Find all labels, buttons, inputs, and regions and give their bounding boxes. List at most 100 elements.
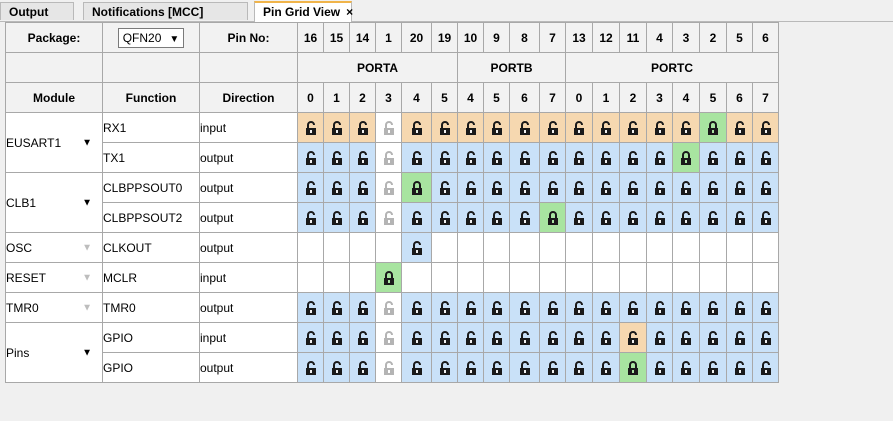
pin-cell[interactable] xyxy=(457,322,484,353)
pin-cell[interactable] xyxy=(752,202,779,233)
pin-cell[interactable] xyxy=(375,322,402,353)
pin-cell[interactable] xyxy=(297,322,324,353)
pin-cell[interactable] xyxy=(592,142,620,173)
pin-cell[interactable] xyxy=(323,112,350,143)
pin-cell[interactable] xyxy=(431,202,458,233)
package-select[interactable]: QFN20 ▼ xyxy=(117,27,185,48)
pin-cell[interactable] xyxy=(726,352,753,383)
pin-cell[interactable] xyxy=(509,322,540,353)
pin-cell[interactable] xyxy=(592,322,620,353)
pin-cell[interactable] xyxy=(592,172,620,203)
pin-cell[interactable] xyxy=(297,142,324,173)
pin-cell[interactable] xyxy=(752,292,779,323)
pin-cell[interactable] xyxy=(565,172,593,203)
pin-cell[interactable] xyxy=(752,352,779,383)
pin-cell[interactable] xyxy=(349,352,376,383)
close-icon[interactable]: × xyxy=(346,5,354,19)
pin-cell[interactable] xyxy=(592,292,620,323)
pin-cell[interactable] xyxy=(401,172,432,203)
pin-cell[interactable] xyxy=(539,172,566,203)
chevron-down-icon[interactable]: ▼ xyxy=(82,347,92,358)
pin-cell[interactable] xyxy=(646,202,673,233)
pin-cell[interactable] xyxy=(592,202,620,233)
pin-cell[interactable] xyxy=(323,322,350,353)
pin-cell[interactable] xyxy=(672,322,700,353)
pin-cell[interactable] xyxy=(375,352,402,383)
pin-cell[interactable] xyxy=(375,262,402,293)
pin-cell[interactable] xyxy=(726,112,753,143)
pin-cell[interactable] xyxy=(349,292,376,323)
pin-cell[interactable] xyxy=(539,322,566,353)
pin-cell[interactable] xyxy=(726,322,753,353)
pin-cell[interactable] xyxy=(375,202,402,233)
pin-cell[interactable] xyxy=(726,142,753,173)
pin-cell[interactable] xyxy=(619,142,647,173)
pin-cell[interactable] xyxy=(592,352,620,383)
pin-cell[interactable] xyxy=(323,292,350,323)
pin-cell[interactable] xyxy=(483,292,510,323)
pin-cell[interactable] xyxy=(323,172,350,203)
chevron-down-icon[interactable]: ▼ xyxy=(82,242,92,253)
pin-cell[interactable] xyxy=(619,172,647,203)
pin-cell[interactable] xyxy=(699,322,727,353)
pin-cell[interactable] xyxy=(431,142,458,173)
pin-cell[interactable] xyxy=(509,292,540,323)
tab-output[interactable]: Output xyxy=(0,2,74,20)
module-cell[interactable]: EUSART1 ▼ xyxy=(5,112,103,173)
pin-cell[interactable] xyxy=(401,352,432,383)
chevron-down-icon[interactable]: ▼ xyxy=(82,197,92,208)
pin-cell[interactable] xyxy=(375,172,402,203)
pin-cell[interactable] xyxy=(699,142,727,173)
module-cell[interactable]: OSC ▼ xyxy=(5,232,103,263)
pin-cell[interactable] xyxy=(401,292,432,323)
pin-cell[interactable] xyxy=(323,142,350,173)
pin-cell[interactable] xyxy=(646,142,673,173)
pin-cell[interactable] xyxy=(401,232,432,263)
pin-cell[interactable] xyxy=(375,292,402,323)
pin-cell[interactable] xyxy=(457,142,484,173)
pin-cell[interactable] xyxy=(349,322,376,353)
pin-cell[interactable] xyxy=(619,292,647,323)
pin-cell[interactable] xyxy=(672,352,700,383)
pin-cell[interactable] xyxy=(375,142,402,173)
pin-cell[interactable] xyxy=(592,112,620,143)
pin-cell[interactable] xyxy=(457,292,484,323)
pin-cell[interactable] xyxy=(619,112,647,143)
pin-cell[interactable] xyxy=(401,322,432,353)
module-cell[interactable]: TMR0 ▼ xyxy=(5,292,103,323)
pin-cell[interactable] xyxy=(539,352,566,383)
pin-cell[interactable] xyxy=(646,112,673,143)
pin-cell[interactable] xyxy=(726,172,753,203)
pin-cell[interactable] xyxy=(672,142,700,173)
pin-cell[interactable] xyxy=(539,202,566,233)
pin-cell[interactable] xyxy=(509,142,540,173)
pin-cell[interactable] xyxy=(297,352,324,383)
pin-cell[interactable] xyxy=(401,202,432,233)
tab-notifications-mcc[interactable]: Notifications [MCC] xyxy=(83,2,248,20)
pin-cell[interactable] xyxy=(509,352,540,383)
pin-cell[interactable] xyxy=(297,172,324,203)
pin-cell[interactable] xyxy=(646,292,673,323)
pin-cell[interactable] xyxy=(457,112,484,143)
pin-cell[interactable] xyxy=(539,112,566,143)
pin-cell[interactable] xyxy=(699,172,727,203)
pin-cell[interactable] xyxy=(646,322,673,353)
pin-cell[interactable] xyxy=(672,202,700,233)
pin-cell[interactable] xyxy=(752,112,779,143)
pin-cell[interactable] xyxy=(699,352,727,383)
pin-cell[interactable] xyxy=(619,322,647,353)
pin-cell[interactable] xyxy=(726,292,753,323)
pin-cell[interactable] xyxy=(619,352,647,383)
module-cell[interactable]: RESET ▼ xyxy=(5,262,103,293)
pin-cell[interactable] xyxy=(457,202,484,233)
pin-cell[interactable] xyxy=(483,322,510,353)
pin-cell[interactable] xyxy=(323,352,350,383)
pin-cell[interactable] xyxy=(752,172,779,203)
pin-cell[interactable] xyxy=(483,112,510,143)
pin-cell[interactable] xyxy=(509,172,540,203)
pin-cell[interactable] xyxy=(483,352,510,383)
pin-cell[interactable] xyxy=(431,112,458,143)
pin-cell[interactable] xyxy=(349,112,376,143)
pin-cell[interactable] xyxy=(565,292,593,323)
pin-cell[interactable] xyxy=(349,172,376,203)
